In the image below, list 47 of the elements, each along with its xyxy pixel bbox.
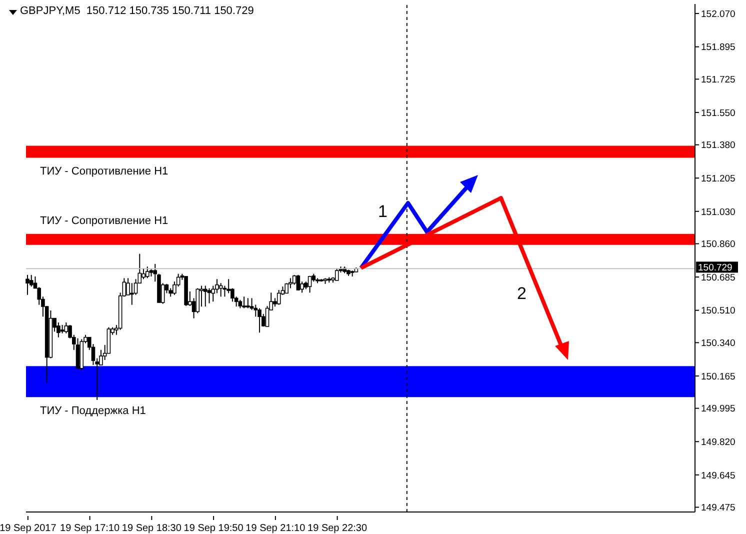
candlestick (258, 308, 262, 334)
y-tick-label: 151.380 (701, 140, 736, 152)
y-tick-label: 151.205 (701, 173, 736, 184)
band-label: ТИУ - Поддержка H1 (40, 405, 146, 418)
y-tick-label: 151.725 (701, 74, 736, 86)
y-tick-label: 150.860 (701, 239, 736, 250)
x-tick-label: 19 Sep 17:10 (60, 523, 120, 534)
candlestick (207, 288, 212, 304)
candlestick (246, 298, 250, 309)
band-label: ТИУ - Сопротивление H1 (40, 166, 168, 178)
candlestick (334, 268, 339, 281)
x-tick-label: 19 Sep 22:30 (308, 523, 368, 534)
candlestick (64, 322, 68, 334)
candlestick (76, 338, 80, 370)
candlestick (145, 266, 150, 279)
y-tick-label: 151.030 (701, 206, 736, 218)
candlestick (56, 322, 60, 338)
candlestick (242, 296, 246, 309)
y-tick-label: 151.895 (701, 42, 736, 54)
x-tick-label: 19 Sep 2017 (0, 523, 57, 534)
candlestick (26, 274, 30, 296)
annotation: 2 (517, 284, 526, 304)
candlestick (265, 305, 270, 327)
ref-line-label: 150.729 (698, 262, 732, 274)
candlestick (276, 289, 281, 306)
candlestick (203, 285, 208, 308)
y-tick-label: 149.995 (701, 404, 736, 415)
x-tick-label: 19 Sep 21:10 (246, 523, 306, 534)
y-tick-label: 150.510 (701, 306, 736, 317)
candlestick (142, 268, 146, 280)
candlestick (308, 275, 312, 294)
y-tick-label: 150.340 (701, 338, 736, 350)
y-tick-label: 150.165 (701, 371, 736, 382)
candlestick (218, 282, 223, 298)
y-tick-label: 149.475 (701, 502, 736, 514)
x-tick-label: 19 Sep 19:50 (184, 523, 244, 534)
annotation: 1 (378, 202, 388, 222)
y-tick-label: 150.685 (701, 272, 736, 284)
y-tick-label: 149.820 (701, 436, 736, 448)
x-tick-label: 19 Sep 18:30 (122, 523, 182, 534)
y-tick-label: 152.070 (701, 8, 736, 20)
chart-title: GBPJPY,M5 150.712 150.735 150.711 150.729 (20, 5, 254, 17)
y-tick-label: 151.550 (701, 108, 736, 119)
candlestick (130, 282, 134, 306)
y-tick-label: 149.645 (701, 470, 736, 482)
candlestick (296, 274, 300, 292)
band-label: ТИУ - Сопротивление H1 (40, 214, 168, 227)
